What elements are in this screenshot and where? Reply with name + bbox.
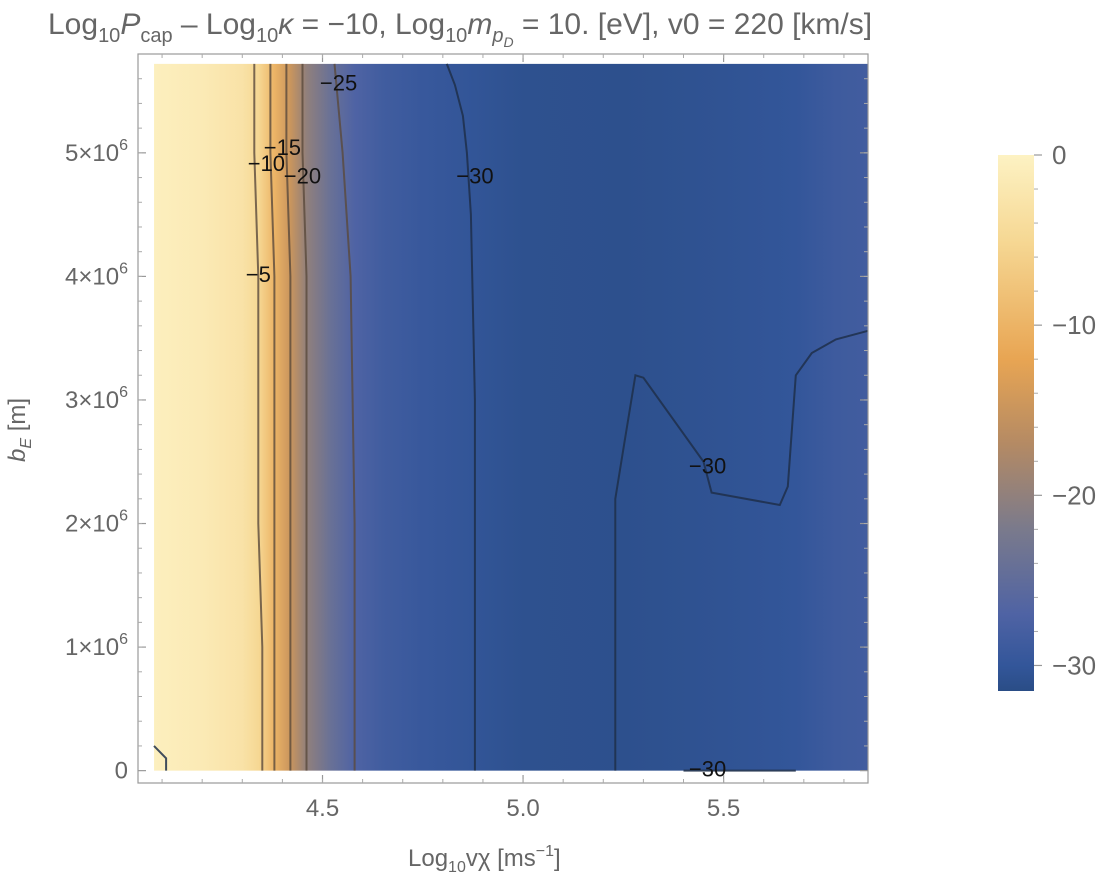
y-tick-label: 5×106 (65, 137, 128, 167)
title-part: m (467, 8, 492, 41)
x-tick-label: 5.5 (707, 795, 740, 822)
contour-lines (153, 63, 869, 772)
title-part: 10 (256, 25, 278, 47)
title-part: cap (140, 25, 172, 47)
y-tick-label: 1×106 (65, 631, 128, 661)
contour-line (301, 63, 308, 771)
y-tick-label: 0 (115, 758, 128, 785)
title-part: Log (48, 8, 98, 41)
contour-label: −30 (456, 163, 493, 188)
colorbar-tick-label: −20 (1052, 480, 1096, 510)
plot-frame (137, 53, 869, 784)
title-part: – Log (173, 8, 256, 41)
y-tick-label: 2×106 (65, 508, 128, 538)
contour-labels: −25 −15−10−20 −30 −5 −30 −30 (246, 71, 726, 782)
y-tick-label: 4×106 (65, 260, 128, 290)
contour-line (153, 745, 168, 771)
chart-title: Log10Pcap – Log10κ = −10, Log10mpD = 10.… (48, 8, 872, 50)
contour-label: −10 (248, 151, 285, 176)
y-axis-label: bE [m] (4, 398, 35, 462)
contour-label: −15 (264, 135, 301, 160)
contour-line (285, 63, 292, 771)
contour-label: −25 (320, 71, 357, 96)
contour-label: −30 (689, 454, 726, 479)
title-part: p (491, 25, 503, 47)
contour-label: −30 (689, 756, 726, 781)
colorbar-ticks: 0 −10 −20 −30 (1034, 140, 1096, 680)
axis-ticks: 4.5 5.0 5.5 0 1×106 2×106 3×106 4×106 5×106 (65, 54, 868, 822)
colorbar-tick-label: −30 (1052, 650, 1096, 680)
contour-line (333, 63, 356, 771)
title-part: = 10. [eV], v0 = 220 [km/s] (514, 8, 873, 41)
x-axis-label: Log10vχ [ms−1] (408, 843, 561, 876)
title-part: 10 (445, 25, 467, 47)
contour-line (445, 63, 476, 771)
contour-line (614, 329, 869, 771)
colorbar-tick-label: −10 (1052, 310, 1096, 340)
colorbar-tick-label: 0 (1052, 140, 1066, 170)
contour-label: −20 (284, 163, 321, 188)
title-part: D (503, 34, 513, 50)
contour-line (269, 63, 276, 771)
x-tick-label: 4.5 (306, 795, 339, 822)
title-part: = −10, Log (293, 8, 445, 41)
contour-line (253, 63, 264, 771)
title-part: P (120, 8, 140, 41)
y-tick-label: 3×106 (65, 384, 128, 414)
title-part: 10 (98, 25, 120, 47)
title-part: κ (278, 8, 295, 41)
heatmap-area (154, 63, 869, 771)
contour-label: −5 (246, 262, 271, 287)
colorbar (998, 155, 1034, 691)
x-tick-label: 5.0 (506, 795, 539, 822)
